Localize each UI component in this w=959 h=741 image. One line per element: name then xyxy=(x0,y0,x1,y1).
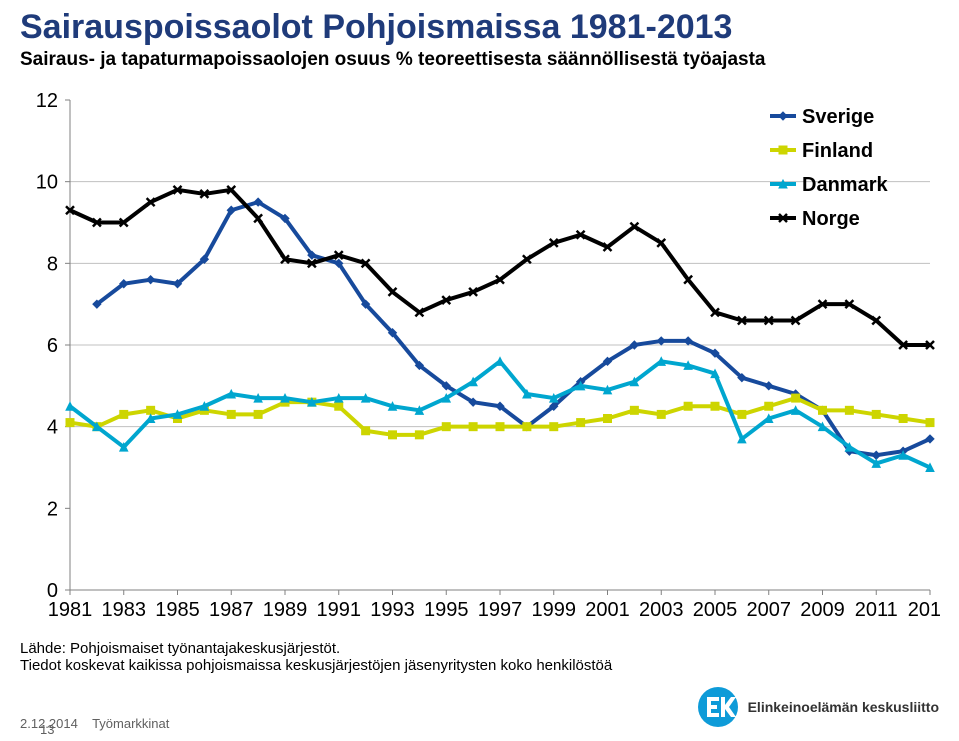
page-title: Sairauspoissaolot Pohjoismaissa 1981-201… xyxy=(0,0,959,47)
source-text: Lähde: Pohjoismaiset työnantajakeskusjär… xyxy=(20,640,612,674)
source-line-1: Lähde: Pohjoismaiset työnantajakeskusjär… xyxy=(20,640,612,657)
ek-logo-text: Elinkeinoelämän keskusliitto xyxy=(748,699,939,715)
svg-text:2013: 2013 xyxy=(908,599,940,621)
svg-text:1985: 1985 xyxy=(155,599,200,621)
svg-text:1983: 1983 xyxy=(102,599,147,621)
footer-label: Työmarkkinat xyxy=(92,716,169,731)
svg-text:2007: 2007 xyxy=(747,599,792,621)
svg-text:8: 8 xyxy=(47,253,58,275)
svg-text:Sverige: Sverige xyxy=(802,106,874,128)
svg-text:1987: 1987 xyxy=(209,599,254,621)
svg-text:4: 4 xyxy=(47,417,58,439)
svg-text:2001: 2001 xyxy=(585,599,630,621)
svg-text:Norge: Norge xyxy=(802,208,860,230)
svg-text:Finland: Finland xyxy=(802,140,873,162)
svg-text:1989: 1989 xyxy=(263,599,308,621)
page-number: 13 xyxy=(40,722,54,737)
svg-text:2005: 2005 xyxy=(693,599,738,621)
svg-text:10: 10 xyxy=(36,172,58,194)
svg-text:1997: 1997 xyxy=(478,599,523,621)
svg-text:1981: 1981 xyxy=(48,599,93,621)
svg-text:1993: 1993 xyxy=(370,599,415,621)
page-subtitle: Sairaus- ja tapaturmapoissaolojen osuus … xyxy=(0,47,959,71)
svg-text:2009: 2009 xyxy=(800,599,845,621)
svg-text:1991: 1991 xyxy=(317,599,362,621)
svg-text:Danmark: Danmark xyxy=(802,174,888,196)
line-chart: 0246810121981198319851987198919911993199… xyxy=(20,90,940,630)
svg-text:6: 6 xyxy=(47,335,58,357)
svg-text:2003: 2003 xyxy=(639,599,684,621)
ek-logo-mark xyxy=(696,685,740,729)
svg-text:2011: 2011 xyxy=(855,599,898,621)
svg-text:2: 2 xyxy=(47,498,58,520)
footer: 2.12.2014 Työmarkkinat 13 xyxy=(20,716,169,731)
source-line-2: Tiedot koskevat kaikissa pohjoismaissa k… xyxy=(20,657,612,674)
ek-logo: Elinkeinoelämän keskusliitto xyxy=(696,685,939,729)
svg-text:12: 12 xyxy=(36,90,58,112)
svg-text:1999: 1999 xyxy=(532,599,577,621)
svg-text:1995: 1995 xyxy=(424,599,469,621)
